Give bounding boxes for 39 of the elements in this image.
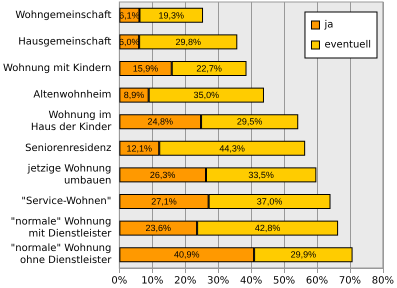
x-tick-label: 70%	[338, 276, 362, 286]
x-tick-label: 80%	[372, 276, 394, 286]
x-tick-label: 60%	[306, 276, 328, 286]
x-tick-label: 30%	[207, 276, 230, 286]
data-label: 40,9%	[174, 250, 200, 260]
y-tick-label: Altenwohnheim	[33, 90, 112, 101]
y-tick-label: "normale" Wohnung ohne Dienstleister	[10, 243, 112, 266]
y-tick-label: Wohnung mit Kindern	[2, 63, 112, 74]
x-tick-label: 0%	[111, 276, 128, 286]
x-tick-label: 40%	[240, 276, 262, 286]
data-label: 27,1%	[151, 196, 177, 206]
data-label: 29,9%	[290, 250, 316, 260]
data-label: 33,5%	[248, 170, 274, 180]
legend-label: ja	[323, 20, 334, 30]
data-label: 24,8%	[147, 116, 173, 127]
x-tick-label: 20%	[174, 276, 196, 286]
data-label: 15,9%	[132, 64, 158, 74]
data-label: 44,3%	[219, 143, 245, 154]
data-label: 29,5%	[236, 116, 262, 127]
legend-label: eventuell	[324, 40, 372, 50]
data-label: 22,7%	[196, 64, 222, 74]
data-label: 42,8%	[254, 223, 280, 234]
data-label: 23,6%	[145, 223, 171, 234]
data-label: 37,0%	[256, 196, 282, 206]
y-tick-label: Hausgemeinschaft	[18, 36, 112, 48]
y-tick-label: Wohnung im Haus der Kinder	[30, 110, 112, 134]
data-label: 19,3%	[158, 10, 184, 20]
data-label: 29,8%	[175, 36, 201, 47]
y-tick-label: jetzige Wohnung umbauen	[26, 163, 112, 186]
data-label: 26,3%	[150, 170, 176, 180]
data-label: 12,1%	[126, 143, 152, 154]
y-tick-label: Seniorenresidenz	[25, 142, 112, 154]
y-tick-label: Wohngemeinschaft	[15, 10, 112, 21]
y-tick-label: "normale" Wohnung mit Dienstleister	[10, 216, 112, 240]
x-tick-label: 50%	[272, 276, 296, 286]
x-tick-label: 10%	[141, 276, 164, 286]
data-label: 8,9%	[124, 90, 144, 100]
y-tick-label: "Service-Wohnen"	[21, 196, 112, 207]
data-label: 35,0%	[194, 90, 220, 100]
